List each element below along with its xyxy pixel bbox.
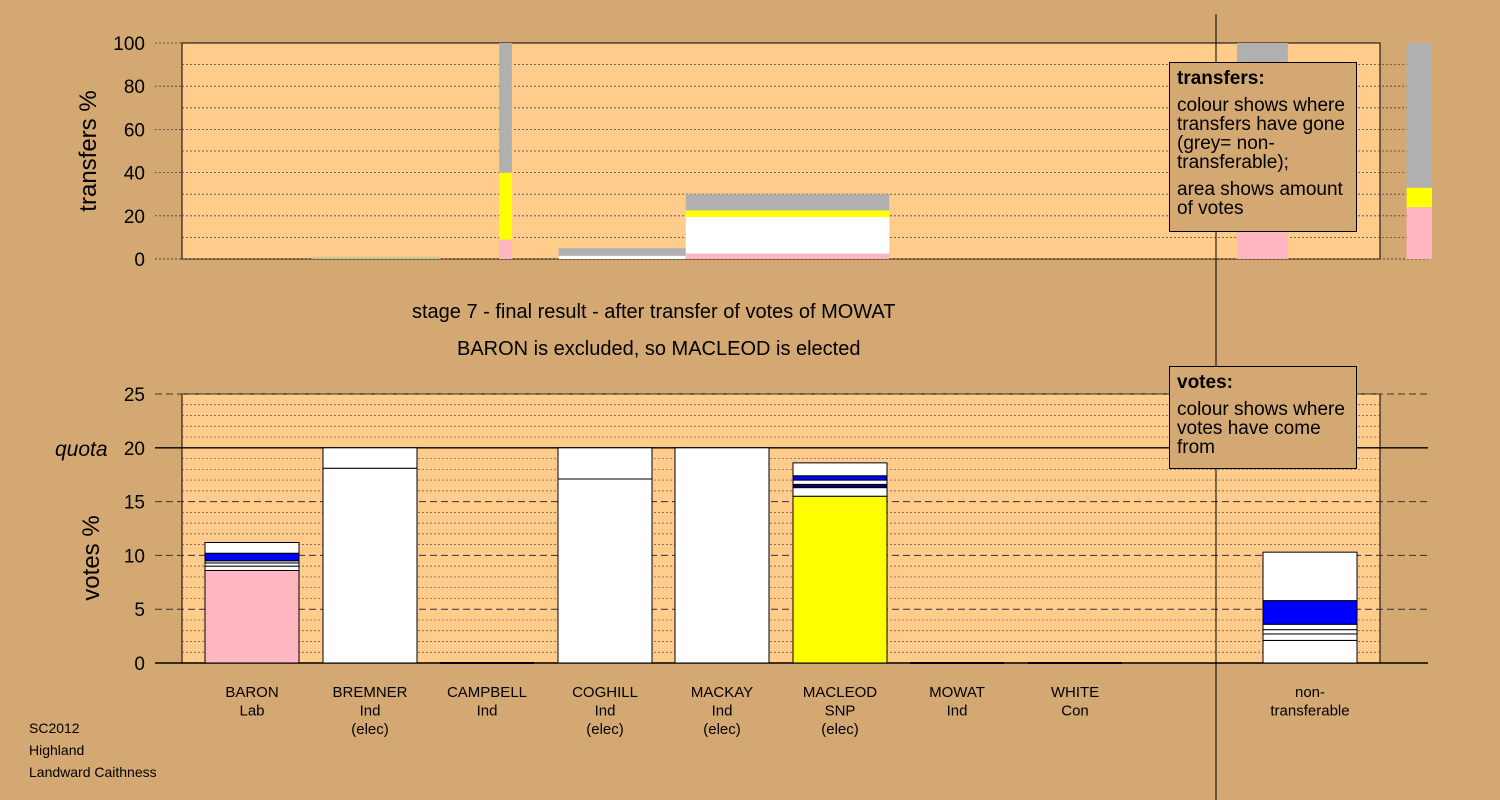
transfer-segment-mackay <box>685 210 890 217</box>
meta-line-3: Landward Caithness <box>29 764 157 780</box>
vote-segment-macleod <box>792 487 888 497</box>
candidate-label-macleod: SNP <box>825 703 856 720</box>
vote-segment-non-transferable <box>1262 639 1358 664</box>
transfer-segment-campbell <box>499 172 512 240</box>
candidate-label-non-transferable: transferable <box>1270 703 1349 720</box>
candidate-label-non-transferable: non- <box>1295 684 1325 701</box>
vote-segment-macleod <box>792 462 888 477</box>
candidate-label-mackay: MACKAY <box>691 684 753 701</box>
votes-tick-label: 15 <box>124 493 145 514</box>
candidate-label-coghill: COGHILL <box>572 684 638 701</box>
transfers-legend-text: colour shows where transfers have gone (… <box>1177 95 1345 173</box>
stage-title: stage 7 - final result - after transfer … <box>412 301 896 323</box>
vote-segment-coghill <box>557 478 653 664</box>
candidate-label-white: WHITE <box>1051 684 1099 701</box>
transfers-legend: transfers: colour shows where transfers … <box>1169 62 1357 232</box>
candidate-label-campbell: CAMPBELL <box>447 684 527 701</box>
votes-legend-text: colour shows where votes have come from <box>1177 399 1345 458</box>
transfers-legend-heading: transfers: <box>1177 68 1265 89</box>
candidate-label-coghill: (elec) <box>586 721 624 738</box>
transfer-segment-coghill <box>558 248 686 256</box>
vote-segment-bremner <box>322 467 418 664</box>
transfers-legend-area-text: area shows amount of votes <box>1177 179 1343 219</box>
vote-segment-non-transferable <box>1262 551 1358 602</box>
candidate-label-baron: Lab <box>239 703 264 720</box>
vote-segment-non-transferable <box>1262 623 1358 631</box>
candidate-label-mackay: (elec) <box>703 721 741 738</box>
transfer-segment-mowat <box>1406 187 1432 208</box>
quota-label: quota <box>55 438 108 461</box>
candidate-label-mackay: Ind <box>712 703 733 720</box>
meta-line-1: SC2012 <box>29 720 80 736</box>
transfers-tick-label: 20 <box>124 207 145 228</box>
vote-segment-non-transferable <box>1262 633 1358 641</box>
vote-segment-macleod <box>792 495 888 664</box>
vote-segment-macleod <box>792 479 888 485</box>
candidate-label-mowat: Ind <box>947 703 968 720</box>
vote-segment-baron <box>204 541 300 554</box>
transfer-segment-mackay <box>685 194 890 211</box>
vote-segment-coghill <box>557 447 653 480</box>
candidate-label-baron: BARON <box>225 684 278 701</box>
candidate-label-macleod: (elec) <box>821 721 859 738</box>
votes-axis-label: votes % <box>78 515 105 600</box>
votes-tick-label: 20 <box>124 439 145 460</box>
transfer-segment-mackay <box>685 216 890 254</box>
votes-tick-label: 25 <box>124 385 145 406</box>
meta-line-2: Highland <box>29 742 85 758</box>
candidate-label-mowat: MOWAT <box>929 684 985 701</box>
transfers-tick-label: 0 <box>134 250 145 271</box>
candidate-label-coghill: Ind <box>595 703 616 720</box>
vote-segment-non-transferable <box>1262 600 1358 625</box>
vote-segment-macleod <box>792 475 888 481</box>
votes-tick-label: 5 <box>134 600 145 621</box>
vote-segment-bremner <box>322 447 418 469</box>
transfers-axis-label: transfers % <box>75 90 102 211</box>
transfer-segment-mowat <box>1406 43 1432 188</box>
candidate-label-white: Con <box>1061 703 1089 720</box>
transfer-segment-coghill <box>558 255 686 259</box>
transfer-segment-campbell <box>499 43 512 173</box>
candidate-label-macleod: MACLEOD <box>803 684 877 701</box>
transfer-segment-baron <box>312 256 440 259</box>
meta-info: SC2012 Highland Landward Caithness <box>29 717 157 783</box>
transfer-segment-macleod <box>1236 226 1288 259</box>
vote-segment-baron <box>204 565 300 571</box>
stage-subtitle: BARON is excluded, so MACLEOD is elected <box>457 338 861 360</box>
vote-segment-mackay <box>674 447 770 664</box>
votes-legend-heading: votes: <box>1177 372 1233 393</box>
vote-segment-non-transferable <box>1262 629 1358 635</box>
transfers-tick-label: 60 <box>124 120 145 141</box>
transfer-segment-mackay <box>685 253 890 259</box>
vote-segment-baron <box>204 569 300 664</box>
votes-tick-label: 0 <box>134 654 145 675</box>
candidate-label-bremner: Ind <box>360 703 381 720</box>
transfer-segment-mowat <box>1406 207 1432 259</box>
transfers-tick-label: 100 <box>113 34 145 55</box>
candidate-label-bremner: BREMNER <box>332 684 407 701</box>
candidate-label-campbell: Ind <box>477 703 498 720</box>
votes-legend: votes: colour shows where votes have com… <box>1169 366 1357 469</box>
candidate-label-bremner: (elec) <box>351 721 389 738</box>
transfers-tick-label: 80 <box>124 77 145 98</box>
vote-segment-baron <box>204 552 300 562</box>
transfers-tick-label: 40 <box>124 164 145 185</box>
transfer-segment-campbell <box>499 239 512 259</box>
votes-tick-label: 10 <box>124 546 145 567</box>
